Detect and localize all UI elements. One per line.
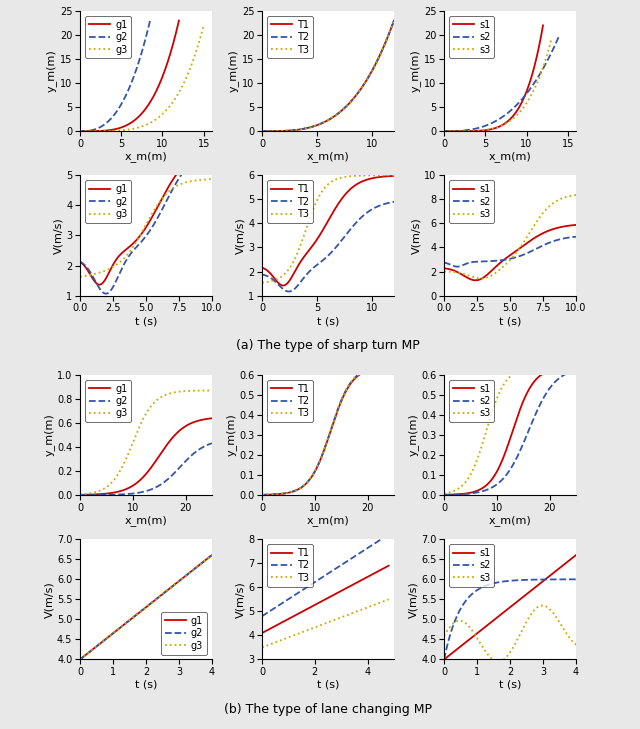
Legend: g1, g2, g3: g1, g2, g3 xyxy=(85,180,131,223)
Legend: s1, s2, s3: s1, s2, s3 xyxy=(449,544,494,587)
Y-axis label: y_m(m): y_m(m) xyxy=(408,413,419,456)
Text: (a) The type of sharp turn MP: (a) The type of sharp turn MP xyxy=(236,339,420,352)
Y-axis label: y_m(m): y_m(m) xyxy=(228,50,239,93)
Legend: T1, T2, T3: T1, T2, T3 xyxy=(267,380,313,422)
X-axis label: x_m(m): x_m(m) xyxy=(125,152,167,163)
Y-axis label: y_m(m): y_m(m) xyxy=(225,413,236,456)
X-axis label: t (s): t (s) xyxy=(135,680,157,690)
X-axis label: x_m(m): x_m(m) xyxy=(489,152,531,163)
Y-axis label: V(m/s): V(m/s) xyxy=(236,217,245,254)
Legend: T1, T2, T3: T1, T2, T3 xyxy=(267,544,313,587)
X-axis label: t (s): t (s) xyxy=(317,316,339,326)
Legend: s1, s2, s3: s1, s2, s3 xyxy=(449,380,494,422)
Legend: g1, g2, g3: g1, g2, g3 xyxy=(85,380,131,422)
Y-axis label: V(m/s): V(m/s) xyxy=(412,217,421,254)
Y-axis label: V(m/s): V(m/s) xyxy=(236,581,245,617)
Y-axis label: y_m(m): y_m(m) xyxy=(410,50,421,93)
Y-axis label: V(m/s): V(m/s) xyxy=(53,217,63,254)
X-axis label: x_m(m): x_m(m) xyxy=(489,515,531,526)
X-axis label: t (s): t (s) xyxy=(317,680,339,690)
X-axis label: t (s): t (s) xyxy=(135,316,157,326)
X-axis label: x_m(m): x_m(m) xyxy=(307,515,349,526)
Y-axis label: y_m(m): y_m(m) xyxy=(46,50,57,93)
Legend: s1, s2, s3: s1, s2, s3 xyxy=(449,16,494,58)
X-axis label: t (s): t (s) xyxy=(499,680,521,690)
Y-axis label: V(m/s): V(m/s) xyxy=(408,581,418,617)
Legend: g1, g2, g3: g1, g2, g3 xyxy=(161,612,207,655)
X-axis label: x_m(m): x_m(m) xyxy=(125,515,167,526)
X-axis label: x_m(m): x_m(m) xyxy=(307,152,349,163)
Legend: T1, T2, T3: T1, T2, T3 xyxy=(267,180,313,223)
Y-axis label: V(m/s): V(m/s) xyxy=(44,581,54,617)
X-axis label: t (s): t (s) xyxy=(499,316,521,326)
Text: (b) The type of lane changing MP: (b) The type of lane changing MP xyxy=(224,703,432,716)
Legend: T1, T2, T3: T1, T2, T3 xyxy=(267,16,313,58)
Legend: s1, s2, s3: s1, s2, s3 xyxy=(449,180,494,223)
Y-axis label: y_m(m): y_m(m) xyxy=(44,413,54,456)
Legend: g1, g2, g3: g1, g2, g3 xyxy=(85,16,131,58)
